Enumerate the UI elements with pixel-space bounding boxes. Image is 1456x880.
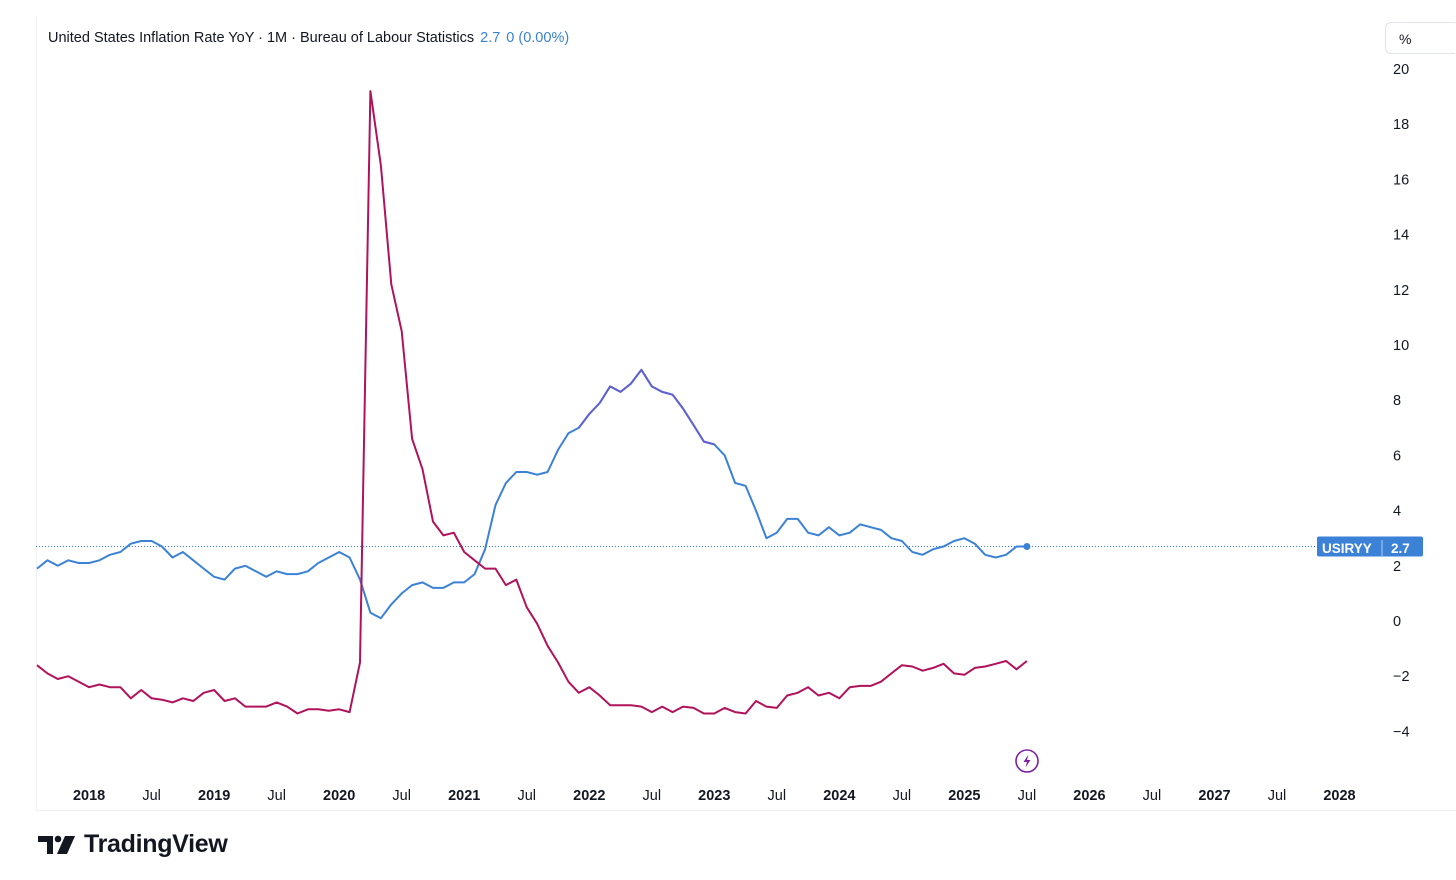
price-scale-unit-button[interactable]: % [1385, 22, 1455, 54]
y-tick-label: 4 [1393, 504, 1401, 520]
x-tick-label: 2022 [573, 788, 605, 804]
y-tick-label: 8 [1393, 393, 1401, 409]
legend-last-value: 2.7 [480, 30, 501, 46]
y-tick-label: −4 [1393, 724, 1410, 740]
x-tick-label: 2028 [1323, 788, 1355, 804]
x-tick-label: Jul [1143, 788, 1162, 804]
y-tick-label: 14 [1393, 228, 1409, 244]
series-line-usiryy [36, 368, 1027, 620]
x-tick-label: 2018 [73, 788, 105, 804]
lightning-icon[interactable] [1015, 749, 1039, 773]
x-tick-label: 2026 [1073, 788, 1105, 804]
x-tick-label: Jul [517, 788, 536, 804]
series-badge-box [1317, 536, 1423, 557]
series-line-usiryy-peak [578, 368, 715, 446]
tradingview-logo-icon [38, 835, 75, 854]
x-tick-label: 2025 [948, 788, 980, 804]
chart-legend[interactable]: United States Inflation Rate YoY · 1M · … [48, 30, 569, 46]
x-axis: 2018 Jul 2019 Jul 2020 Jul 2021 Jul 2022 Jul 2023 J… [73, 788, 1356, 804]
series-group [36, 90, 1028, 715]
x-tick-label: 2019 [198, 788, 230, 804]
x-tick-label: 2020 [323, 788, 355, 804]
series-badge-value: 2.7 [1391, 541, 1410, 556]
x-tick-label: Jul [768, 788, 787, 804]
series-badge[interactable]: USIRYY 2.7 [1317, 536, 1423, 557]
tradingview-logo[interactable]: TradingView [38, 830, 228, 859]
x-tick-label: Jul [392, 788, 411, 804]
y-tick-label: 12 [1393, 283, 1409, 299]
x-tick-label: Jul [643, 788, 662, 804]
x-tick-label: Jul [1018, 788, 1037, 804]
x-tick-label: Jul [893, 788, 912, 804]
series-badge-symbol: USIRYY [1322, 541, 1372, 556]
y-tick-label: −2 [1393, 669, 1410, 685]
x-tick-label: Jul [267, 788, 286, 804]
unit-label: % [1399, 31, 1412, 47]
x-tick-label: 2027 [1198, 788, 1230, 804]
y-tick-label: 18 [1393, 117, 1409, 133]
series-line-secondary [36, 90, 1028, 715]
chart-frame [36, 16, 1456, 811]
y-tick-label: 20 [1393, 62, 1409, 78]
y-tick-label: 2 [1393, 559, 1401, 575]
x-tick-label: 2023 [698, 788, 730, 804]
y-tick-label: 10 [1393, 338, 1409, 354]
brand-name: TradingView [84, 830, 228, 858]
x-tick-label: Jul [1268, 788, 1287, 804]
y-tick-label: 6 [1393, 448, 1401, 464]
x-tick-label: 2021 [448, 788, 480, 804]
y-tick-label: 0 [1393, 614, 1401, 630]
legend-change: 0 (0.00%) [506, 30, 570, 46]
legend-title: United States Inflation Rate YoY · 1M · … [48, 30, 475, 46]
x-tick-label: Jul [142, 788, 161, 804]
x-tick-label: 2024 [823, 788, 855, 804]
y-tick-label: 16 [1393, 172, 1409, 188]
last-value-dot [1023, 542, 1031, 550]
